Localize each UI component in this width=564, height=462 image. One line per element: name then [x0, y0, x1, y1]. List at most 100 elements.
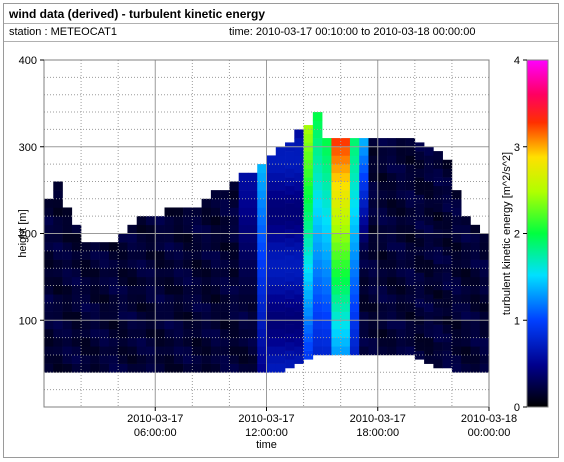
heatmap-cell	[90, 302, 100, 312]
heatmap-cell	[220, 354, 230, 364]
heatmap-cell	[424, 337, 434, 347]
heatmap-cell	[44, 337, 54, 347]
heatmap-cell	[257, 294, 267, 304]
heatmap-cell	[294, 172, 304, 182]
heatmap-cell	[303, 307, 314, 317]
heatmap-cell	[396, 320, 406, 330]
heatmap-cell	[173, 250, 184, 260]
heatmap-cell	[451, 198, 462, 208]
heatmap-cell	[349, 198, 360, 208]
heatmap-cell	[451, 363, 462, 373]
heatmap-cell	[368, 138, 379, 148]
heatmap-cell	[62, 363, 73, 373]
heatmap-cell	[62, 242, 73, 252]
heatmap-cell	[470, 311, 481, 321]
heatmap-cell	[192, 363, 202, 373]
y-tick-label: 300	[19, 142, 37, 154]
heatmap-cell	[359, 311, 369, 321]
heatmap-cell	[470, 354, 481, 364]
heatmap-cell	[210, 302, 221, 312]
heatmap-cell	[424, 276, 434, 286]
heatmap-cell	[53, 198, 63, 208]
heatmap-cell	[145, 276, 156, 286]
heatmap-cell	[377, 285, 388, 295]
heatmap-cell	[377, 207, 388, 217]
heatmap-cell	[275, 207, 286, 217]
heatmap-cell	[90, 311, 100, 321]
heatmap-cell	[229, 328, 239, 338]
heatmap-cell	[368, 320, 379, 330]
heatmap-cell	[479, 259, 490, 269]
heatmap-cell	[220, 259, 230, 269]
heatmap-cell	[164, 216, 175, 226]
heatmap-cell	[331, 337, 341, 347]
heatmap-cell	[192, 311, 202, 321]
heatmap-cell	[294, 337, 304, 347]
heatmap-cell	[294, 276, 304, 286]
heatmap-cell	[322, 190, 332, 200]
heatmap-cell	[62, 259, 73, 269]
heatmap-cell	[303, 237, 314, 247]
heatmap-cell	[266, 198, 277, 208]
heatmap-cell	[99, 285, 110, 295]
heatmap-cell	[99, 268, 110, 278]
heatmap-cell	[322, 346, 332, 356]
heatmap-cell	[451, 337, 462, 347]
heatmap-cell	[62, 268, 73, 278]
heatmap-cell	[470, 320, 481, 330]
heatmap-cell	[136, 346, 147, 356]
heatmap-cell	[442, 177, 453, 187]
heatmap-cell	[285, 272, 295, 282]
heatmap-cell	[331, 224, 341, 234]
heatmap-cell	[368, 224, 379, 234]
heatmap-cell	[192, 346, 202, 356]
heatmap-cell	[451, 294, 462, 304]
heatmap-cell	[414, 324, 425, 334]
heatmap-cell	[303, 289, 314, 299]
heatmap-cell	[201, 268, 212, 278]
heatmap-cell	[340, 285, 351, 295]
heatmap-cell	[396, 164, 406, 174]
heatmap-cell	[368, 146, 379, 156]
heatmap-cell	[145, 285, 156, 295]
heatmap-cell	[201, 311, 212, 321]
heatmap-cell	[414, 289, 425, 299]
heatmap-cell	[118, 233, 128, 243]
heatmap-cell	[303, 255, 314, 265]
heatmap-cell	[238, 181, 249, 191]
heatmap-cell	[387, 250, 397, 260]
heatmap-cell	[312, 285, 323, 295]
heatmap-cell	[127, 337, 138, 347]
heatmap-cell	[340, 155, 351, 165]
heatmap-cell	[349, 233, 360, 243]
heatmap-cell	[90, 294, 100, 304]
heatmap-cell	[118, 311, 128, 321]
heatmap-cell	[145, 328, 156, 338]
heatmap-cell	[340, 190, 351, 200]
heatmap-cell	[442, 333, 453, 343]
heatmap-cell	[210, 224, 221, 234]
heatmap-cell	[257, 233, 267, 243]
heatmap-cell	[479, 250, 490, 260]
heatmap-cell	[127, 285, 138, 295]
heatmap-cell	[424, 216, 434, 226]
heatmap-cell	[479, 285, 490, 295]
heatmap-cell	[44, 207, 54, 217]
heatmap-cell	[322, 311, 332, 321]
heatmap-cell	[294, 146, 304, 156]
heatmap-cell	[238, 216, 249, 226]
heatmap-cell	[331, 294, 341, 304]
heatmap-cell	[285, 211, 295, 221]
heatmap-cell	[340, 311, 351, 321]
heatmap-cell	[433, 237, 443, 247]
heatmap-cell	[99, 276, 110, 286]
heatmap-cell	[359, 328, 369, 338]
heatmap-cell	[62, 320, 73, 330]
heatmap-cell	[377, 216, 388, 226]
heatmap-cell	[285, 307, 295, 317]
heatmap-cell	[331, 276, 341, 286]
heatmap-cell	[359, 233, 369, 243]
heatmap-cell	[433, 203, 443, 213]
heatmap-cell	[470, 302, 481, 312]
heatmap-cell	[387, 302, 397, 312]
